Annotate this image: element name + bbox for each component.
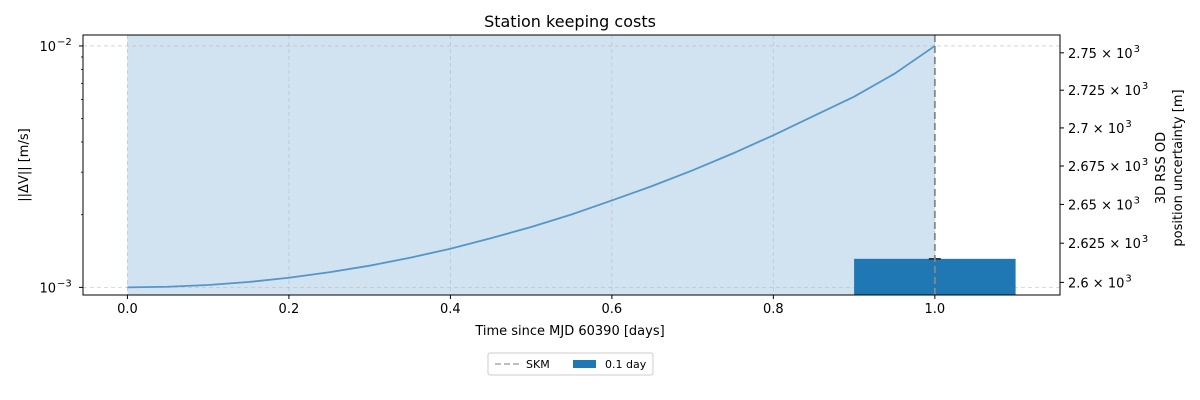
right-y-tick-exponent: 3	[1134, 44, 1140, 55]
right-y-tick-exponent: 3	[1142, 234, 1148, 245]
left-y-tick-exponent: −2	[57, 37, 72, 48]
x-tick-label: 0.8	[763, 302, 784, 317]
shaded-region	[127, 35, 935, 295]
x-tick-label: 1.0	[925, 302, 946, 317]
legend-frame	[487, 352, 654, 376]
plot-frame	[82, 34, 1061, 296]
chart-title: Station keeping costs	[484, 12, 656, 31]
legend: SKM 0.1 day	[487, 352, 654, 376]
right-y-tick-label: 2.75 × 10	[1068, 47, 1133, 62]
right-y-tick-label: 2.7 × 10	[1068, 122, 1124, 137]
right-y-tick-exponent: 3	[1125, 119, 1131, 130]
x-tick-label: 0.6	[602, 302, 623, 317]
right-y-tick-label: 2.65 × 10	[1068, 198, 1133, 213]
x-tick-label: 0.0	[117, 302, 138, 317]
right-y-tick-exponent: 3	[1125, 273, 1131, 284]
x-axis-label: Time since MJD 60390 [days]	[474, 324, 664, 339]
right-y-tick-label: 2.625 × 10	[1068, 237, 1141, 252]
right-y-tick-label: 2.675 × 10	[1068, 160, 1141, 175]
left-y-tick-exponent: −3	[57, 278, 72, 289]
left-y-axis-label: ||ΔV|| [m/s]	[17, 128, 32, 201]
right-y-tick-exponent: 3	[1142, 81, 1148, 92]
legend-bar-swatch	[573, 360, 596, 368]
plot-area: 0.0 0.2 0.4 0.6 0.8 1.010 −310 −22.6 × 10 32.625…	[39, 34, 1148, 317]
delta-v-curve	[127, 45, 936, 289]
x-tick-label: 0.2	[279, 302, 300, 317]
right-y-axis-label-line1: 3D RSS OD	[1154, 132, 1169, 204]
right-y-tick-exponent: 3	[1142, 157, 1148, 168]
right-y-tick-label: 2.725 × 10	[1068, 84, 1141, 99]
legend-skm-label: SKM	[526, 358, 550, 371]
left-y-tick-label: 10	[39, 281, 56, 296]
legend-bar-label: 0.1 day	[605, 358, 647, 371]
right-y-axis-label-line2: position uncertainty [m]	[1171, 89, 1186, 246]
x-tick-label: 0.4	[440, 302, 461, 317]
right-y-tick-label: 2.6 × 10	[1068, 276, 1124, 291]
right-y-tick-exponent: 3	[1134, 195, 1140, 206]
left-y-tick-label: 10	[39, 40, 56, 55]
